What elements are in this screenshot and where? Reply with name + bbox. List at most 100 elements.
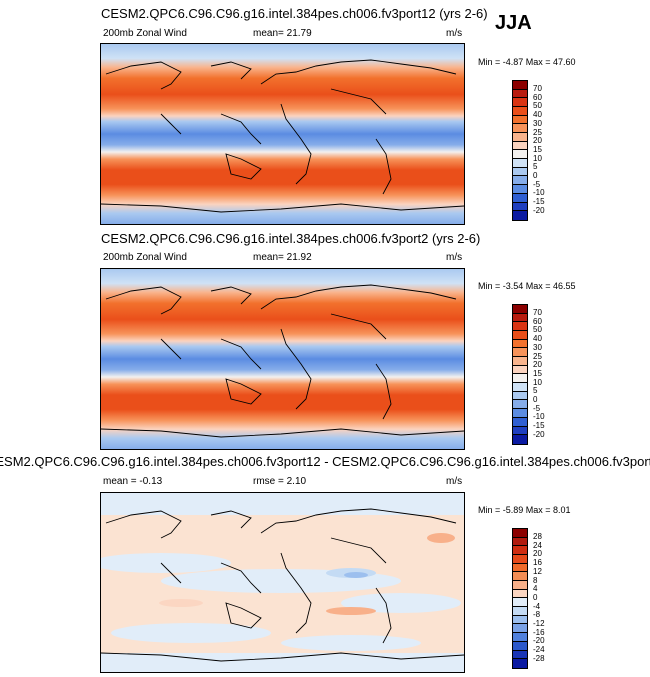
panel1-level-4: 40 bbox=[533, 110, 542, 120]
panel1-level-3: 50 bbox=[533, 101, 542, 111]
panel1-level-6: 25 bbox=[533, 127, 542, 137]
panel1-level-11: 0 bbox=[533, 171, 538, 180]
panel3-title: CESM2.QPC6.C96.C96.g16.intel.384pes.ch00… bbox=[0, 454, 650, 469]
panel1-colorbar-box-6 bbox=[513, 124, 527, 134]
panel3-colorbar-box-16 bbox=[513, 659, 527, 668]
panel3-level-13: -20 bbox=[533, 636, 545, 646]
season-label: JJA bbox=[495, 12, 532, 34]
panel3-colorbar-box-1 bbox=[513, 529, 527, 538]
panel1-level-1: 70 bbox=[533, 84, 542, 93]
panel2-level-14: -15 bbox=[533, 421, 545, 431]
panel1-colorbar-box-13 bbox=[513, 185, 527, 194]
panel2-colorbar-box-6 bbox=[513, 348, 527, 358]
panel2-level-11: 0 bbox=[533, 395, 538, 404]
panel3-level-15: -28 bbox=[533, 653, 545, 663]
panel1-level-9: 10 bbox=[533, 153, 542, 163]
panel3-colorbar-box-9 bbox=[513, 598, 527, 608]
panel1-colorbar-box-2 bbox=[513, 89, 527, 99]
panel3-colorbar-box-12 bbox=[513, 624, 527, 634]
panel3-level-4: 16 bbox=[533, 558, 542, 568]
panel1-level-13: -10 bbox=[533, 188, 545, 198]
panel2-level-2: 60 bbox=[533, 316, 542, 326]
panel2-level-15: -20 bbox=[533, 429, 545, 439]
panel2-level-1: 70 bbox=[533, 308, 542, 317]
panel2-colorbar-box-13 bbox=[513, 409, 527, 418]
panel3-colorbar-box-14 bbox=[513, 641, 527, 651]
panel3-level-1: 28 bbox=[533, 532, 542, 541]
panel2-colorbar-box-3 bbox=[513, 322, 527, 331]
panel2-variable: 200mb Zonal Wind bbox=[103, 252, 187, 263]
panel1-level-5: 30 bbox=[533, 118, 542, 128]
panel2-level-13: -10 bbox=[533, 412, 545, 422]
panel1-title: CESM2.QPC6.C96.C96.g16.intel.384pes.ch00… bbox=[101, 6, 488, 21]
panel1-colorbar-box-1 bbox=[513, 81, 527, 90]
panel1-colorbar-box-16 bbox=[513, 211, 527, 220]
panel1-map-svg bbox=[101, 44, 464, 224]
panel2-colorbar-box-11 bbox=[513, 391, 527, 401]
panel2-level-4: 40 bbox=[533, 334, 542, 344]
panel3-rmse: rmse = 2.10 bbox=[253, 476, 307, 487]
panel3-colorbar-box-15 bbox=[513, 650, 527, 660]
panel1-colorbar bbox=[512, 80, 528, 221]
panel3-units: m/s bbox=[446, 476, 463, 487]
panel3-map bbox=[100, 492, 465, 673]
panel3-level-2: 24 bbox=[533, 540, 542, 550]
panel1-variable: 200mb Zonal Wind bbox=[103, 28, 187, 39]
panel3-level-11: -12 bbox=[533, 619, 545, 628]
panel3-colorbar-box-11 bbox=[513, 615, 527, 625]
panel3-level-12: -16 bbox=[533, 627, 545, 637]
panel3-colorbar-box-13 bbox=[513, 633, 527, 642]
panel1-level-7: 20 bbox=[533, 136, 542, 146]
panel2-colorbar-box-9 bbox=[513, 374, 527, 384]
panel2-colorbar-box-5 bbox=[513, 339, 527, 349]
panel1-map bbox=[100, 43, 465, 225]
panel1-minmax: Min = -4.87 Max = 47.60 bbox=[478, 57, 576, 67]
panel2-coastlines bbox=[101, 284, 464, 438]
panel2-colorbar bbox=[512, 304, 528, 445]
panel1-level-12: -5 bbox=[533, 179, 541, 189]
panel2-map bbox=[100, 268, 465, 450]
panel3-colorbar-box-3 bbox=[513, 546, 527, 555]
panel3-colorbar-box-7 bbox=[513, 581, 527, 590]
panel3-coastlines bbox=[101, 508, 464, 662]
panel2-colorbar-box-14 bbox=[513, 417, 527, 427]
panel3-colorbar-box-8 bbox=[513, 589, 527, 599]
panel1-level-8: 15 bbox=[533, 144, 542, 154]
panel2-colorbar-labels: 70 60 50 40 30 25 20 15 10 5 0 -5 -10 -1… bbox=[533, 308, 563, 447]
panel3-level-10: -8 bbox=[533, 610, 541, 620]
panel1-colorbar-box-7 bbox=[513, 133, 527, 142]
panel2-level-10: 5 bbox=[533, 386, 538, 396]
panel1-colorbar-box-15 bbox=[513, 202, 527, 212]
panel3-colorbar-box-2 bbox=[513, 537, 527, 547]
panel2-mean: mean= 21.92 bbox=[253, 252, 312, 263]
panel2-colorbar-box-8 bbox=[513, 365, 527, 375]
panel1-coastlines bbox=[101, 59, 464, 213]
panel1-units: m/s bbox=[446, 28, 463, 39]
panel2-level-9: 10 bbox=[533, 377, 542, 387]
panel3-colorbar-labels: 28 24 20 16 12 8 4 0 -4 -8 -12 -16 -20 -… bbox=[533, 532, 563, 671]
panel2-colorbar-box-2 bbox=[513, 313, 527, 323]
panel2-colorbar-box-10 bbox=[513, 383, 527, 392]
panel1-colorbar-box-14 bbox=[513, 193, 527, 203]
panel3-level-7: 4 bbox=[533, 584, 538, 594]
panel3-level-6: 8 bbox=[533, 575, 538, 585]
panel1-mean: mean= 21.79 bbox=[253, 28, 312, 39]
panel3-title-clip: CESM2.QPC6.C96.C96.g16.intel.384pes.ch00… bbox=[0, 454, 650, 472]
panel3-colorbar-box-4 bbox=[513, 554, 527, 564]
panel1-colorbar-box-8 bbox=[513, 141, 527, 151]
panel2-colorbar-box-7 bbox=[513, 357, 527, 366]
panel1-level-15: -20 bbox=[533, 205, 545, 215]
panel3-level-5: 12 bbox=[533, 566, 542, 576]
panel2-level-5: 30 bbox=[533, 342, 542, 352]
panel1-level-14: -15 bbox=[533, 197, 545, 207]
panel3-map-svg bbox=[101, 493, 464, 672]
panel3-level-8: 0 bbox=[533, 592, 538, 602]
panel3-colorbar-box-6 bbox=[513, 572, 527, 582]
panel3-colorbar bbox=[512, 528, 528, 669]
panel2-map-svg bbox=[101, 269, 464, 449]
panel2-minmax: Min = -3.54 Max = 46.55 bbox=[478, 281, 576, 291]
panel1-colorbar-box-4 bbox=[513, 106, 527, 116]
panel2-colorbar-box-1 bbox=[513, 305, 527, 314]
panel1-colorbar-box-12 bbox=[513, 176, 527, 186]
panel2-units: m/s bbox=[446, 252, 463, 263]
